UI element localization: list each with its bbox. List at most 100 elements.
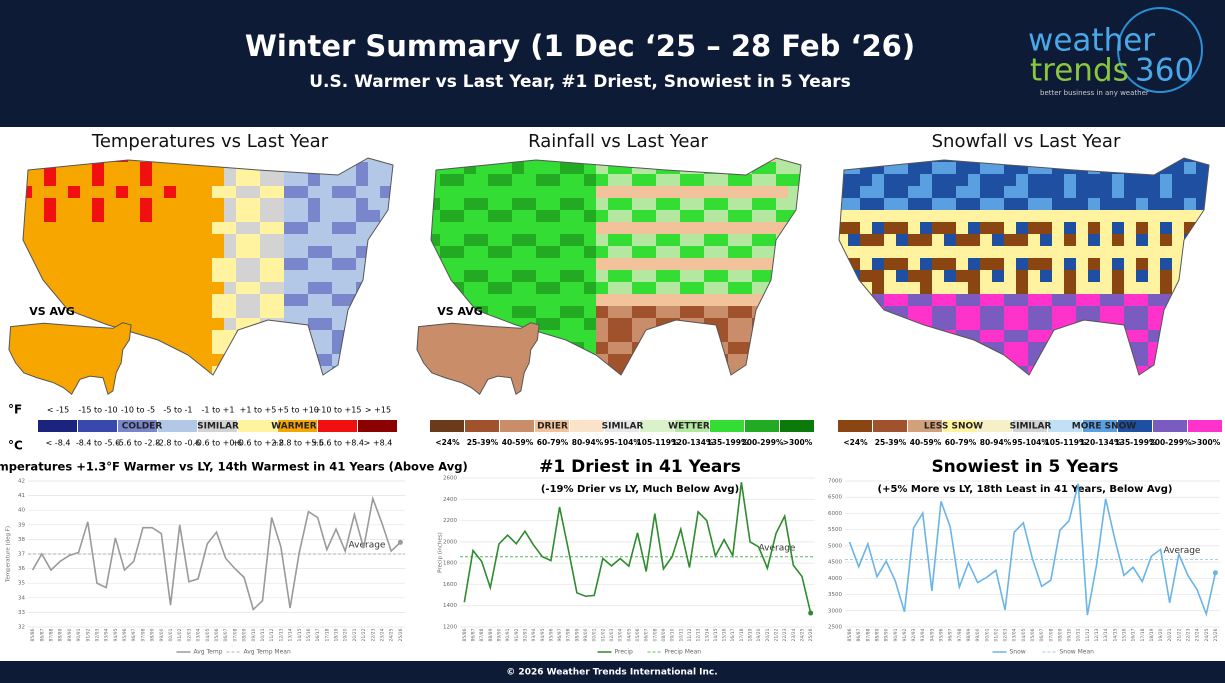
map-cell	[152, 366, 164, 375]
map-cell	[1004, 258, 1016, 270]
map-cell	[812, 294, 824, 306]
map-cell	[452, 246, 464, 258]
legend-label: -8.4 to -5.6	[76, 439, 120, 448]
x-tick-label: 03/04	[196, 628, 202, 641]
map-cell	[1208, 210, 1209, 222]
map-cell	[332, 270, 344, 282]
map-cell	[836, 378, 848, 390]
map-cell	[980, 354, 992, 366]
map-cell	[956, 270, 968, 282]
map-cell	[164, 210, 176, 222]
map-cell	[344, 378, 356, 390]
map-cell	[236, 282, 248, 294]
map-cell	[68, 270, 80, 282]
map-cell	[1136, 162, 1148, 174]
legend-swatch	[1083, 420, 1117, 432]
map-cell	[668, 174, 680, 186]
map-cell	[332, 294, 344, 306]
map-cell	[1016, 378, 1028, 390]
map-cell	[524, 210, 536, 222]
map-cell	[1160, 234, 1172, 246]
map-cell	[1064, 234, 1076, 246]
map-cell	[152, 222, 164, 234]
map-cell	[1004, 378, 1016, 390]
x-tick-label: 08/09	[242, 628, 248, 641]
map-cell	[152, 282, 164, 294]
map-cell	[812, 234, 824, 246]
map-cell	[104, 162, 116, 174]
map-cell	[80, 270, 92, 282]
map-cell	[728, 158, 740, 162]
y-tick-label: 1800	[443, 561, 457, 567]
x-tick-label: 05/06	[1030, 628, 1036, 641]
map-cell	[212, 162, 224, 174]
map-cell	[896, 158, 908, 162]
map-cell	[440, 162, 452, 174]
map-cell	[1220, 150, 1225, 162]
map-cell	[1076, 306, 1088, 318]
map-cell	[848, 246, 860, 258]
map-cell	[968, 246, 980, 258]
map-cell	[1124, 246, 1136, 258]
map-cell	[860, 342, 872, 354]
map-cell	[404, 162, 416, 174]
map-cell	[44, 210, 56, 222]
map-cell	[1076, 234, 1088, 246]
map-cell	[680, 306, 692, 318]
map-cell	[1064, 198, 1076, 210]
map-cell	[1124, 174, 1136, 186]
map-cell	[560, 234, 572, 246]
map-cell	[68, 210, 80, 222]
map-cell	[1124, 282, 1136, 294]
map-cell	[104, 246, 116, 258]
map-cell	[416, 378, 428, 390]
map-cell	[668, 366, 680, 375]
map-cell	[728, 234, 740, 246]
map-cell	[248, 330, 260, 342]
map-cell	[1004, 234, 1016, 246]
map-cell	[1112, 354, 1124, 366]
map-cell	[884, 354, 896, 366]
inset-map	[416, 322, 540, 395]
map-cell	[656, 246, 668, 258]
map-cell	[1172, 222, 1184, 234]
map-cell	[884, 210, 896, 222]
x-tick-label: 00/01	[984, 628, 990, 641]
map-cell	[824, 234, 836, 246]
x-tick-label: 05/06	[214, 628, 220, 641]
map-cell	[188, 198, 200, 210]
map-cell	[572, 366, 584, 375]
map-cell	[896, 222, 908, 234]
map-cell	[464, 198, 476, 210]
map-cell	[668, 246, 680, 258]
map-cell	[44, 174, 56, 186]
map-cell	[620, 366, 632, 375]
map-cell	[1040, 366, 1052, 375]
map-cell	[584, 270, 596, 282]
map-cell	[860, 366, 872, 375]
map-cell	[524, 174, 536, 186]
legend-unit: °C	[8, 439, 23, 453]
map-cell	[752, 378, 764, 390]
y-tick-label: 32	[18, 625, 25, 631]
map-cell	[1148, 158, 1160, 162]
map-cell	[200, 234, 212, 246]
map-cell	[152, 378, 164, 390]
map-cell	[680, 342, 692, 354]
map-cell	[392, 234, 393, 246]
map-cell	[1064, 270, 1076, 282]
map-cell	[8, 246, 20, 258]
map-cell	[356, 158, 368, 162]
map-cell	[140, 354, 152, 366]
x-tick-label: 93/94	[531, 628, 537, 641]
x-tick-label: 92/93	[911, 628, 917, 641]
map-cell	[908, 186, 920, 198]
map-cell	[728, 222, 740, 234]
map-cell	[308, 378, 320, 390]
legend-swatch	[465, 420, 499, 432]
map-cell	[800, 198, 801, 210]
map-cell	[932, 354, 944, 366]
y-tick-label: 33	[18, 610, 25, 616]
x-tick-label: 19/20	[343, 628, 349, 641]
map-cell	[260, 162, 272, 174]
